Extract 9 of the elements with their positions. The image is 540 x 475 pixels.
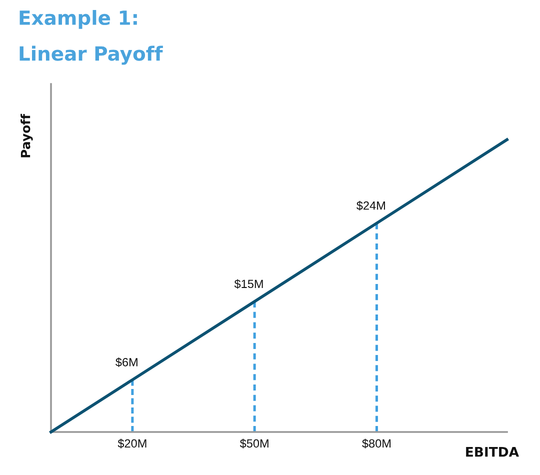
data-label: $6M [116, 358, 138, 368]
x-tick-label: $80M [362, 438, 391, 448]
x-tick-label: $20M [118, 438, 146, 448]
x-tick-label: $50M [240, 438, 268, 448]
data-label: $15M [234, 279, 263, 289]
data-label: $24M [356, 200, 385, 210]
y-axis-title: Payoff [20, 114, 33, 158]
chart-title: Example 1: Linear Payoff [20, 10, 163, 65]
x-axis-title: EBITDA [466, 447, 519, 457]
